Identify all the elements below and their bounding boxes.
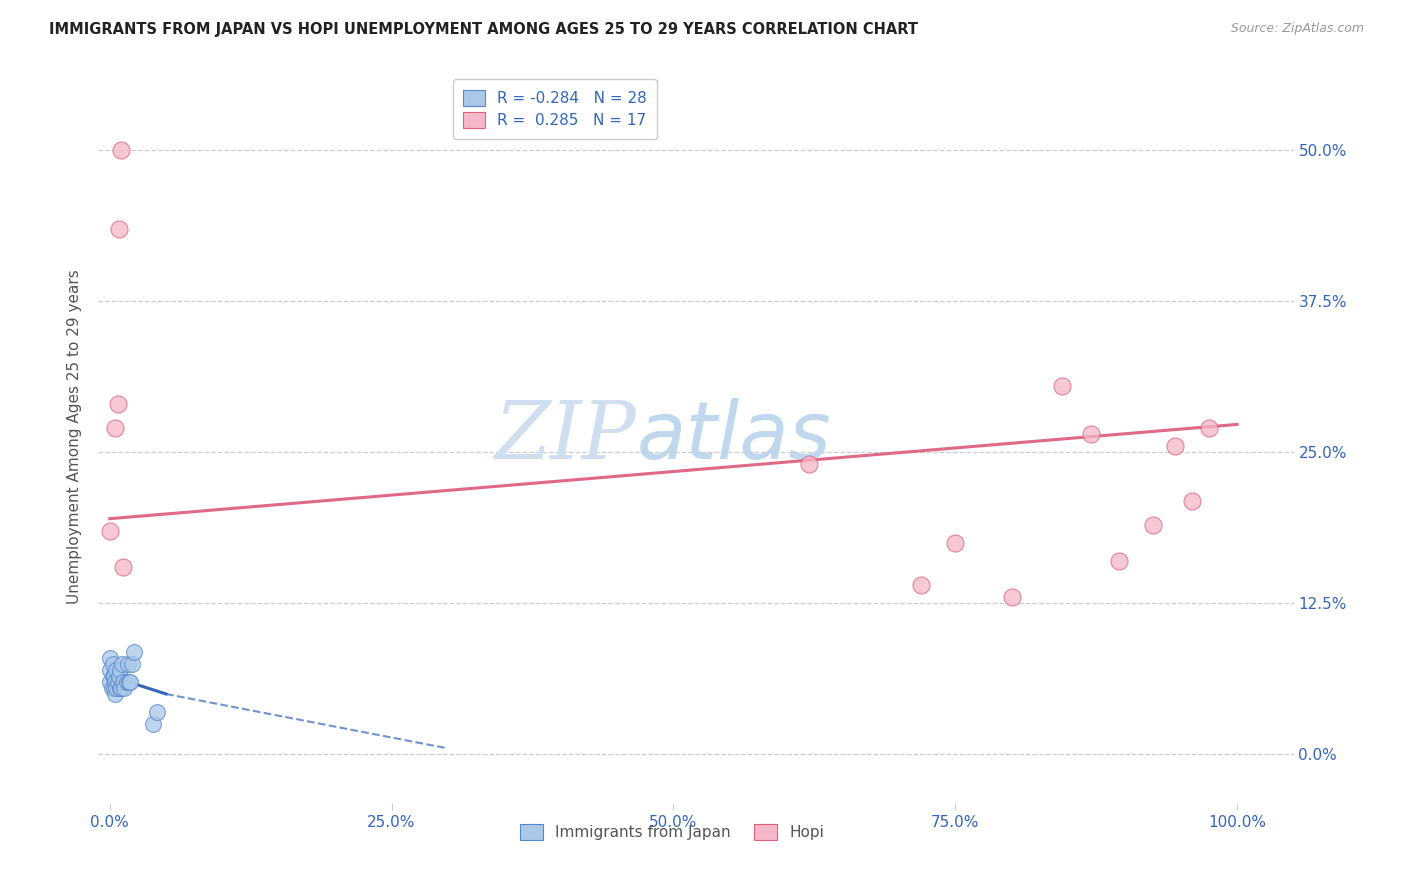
Point — [121, 657, 143, 671]
Point — [1142, 517, 1164, 532]
Point — [98, 663, 121, 677]
Point — [107, 221, 129, 235]
Point — [141, 717, 163, 731]
Point — [105, 681, 128, 695]
Point — [107, 674, 129, 689]
Point — [910, 578, 932, 592]
Point — [118, 674, 141, 689]
Point — [101, 681, 124, 695]
Point — [107, 397, 129, 411]
Point — [112, 674, 135, 689]
Legend: Immigrants from Japan, Hopi: Immigrants from Japan, Hopi — [515, 817, 830, 847]
Text: atlas: atlas — [637, 398, 831, 476]
Point — [1108, 554, 1130, 568]
Point — [1164, 439, 1187, 453]
Point — [101, 669, 124, 683]
Point — [146, 705, 169, 719]
Point — [101, 657, 124, 671]
Point — [1001, 591, 1024, 605]
Point — [104, 421, 127, 435]
Point — [110, 143, 132, 157]
Point — [98, 674, 121, 689]
Text: ZIP: ZIP — [495, 399, 637, 475]
Point — [110, 681, 132, 695]
Text: Source: ZipAtlas.com: Source: ZipAtlas.com — [1230, 22, 1364, 36]
Point — [118, 674, 141, 689]
Point — [111, 657, 134, 671]
Point — [108, 681, 131, 695]
Point — [1181, 493, 1204, 508]
Point — [105, 663, 128, 677]
Point — [103, 669, 125, 683]
Point — [103, 681, 125, 695]
Point — [112, 560, 135, 574]
Text: IMMIGRANTS FROM JAPAN VS HOPI UNEMPLOYMENT AMONG AGES 25 TO 29 YEARS CORRELATION: IMMIGRANTS FROM JAPAN VS HOPI UNEMPLOYME… — [49, 22, 918, 37]
Point — [1052, 378, 1074, 392]
Point — [108, 663, 131, 677]
Point — [1198, 421, 1220, 435]
Point — [104, 687, 127, 701]
Point — [104, 674, 127, 689]
Point — [124, 645, 146, 659]
Point — [117, 657, 139, 671]
Point — [943, 536, 966, 550]
Point — [1080, 427, 1102, 442]
Point — [797, 457, 820, 471]
Point — [107, 669, 129, 683]
Point — [115, 674, 138, 689]
Point — [98, 524, 121, 538]
Point — [98, 650, 121, 665]
Point — [112, 681, 135, 695]
Y-axis label: Unemployment Among Ages 25 to 29 years: Unemployment Among Ages 25 to 29 years — [67, 269, 83, 605]
